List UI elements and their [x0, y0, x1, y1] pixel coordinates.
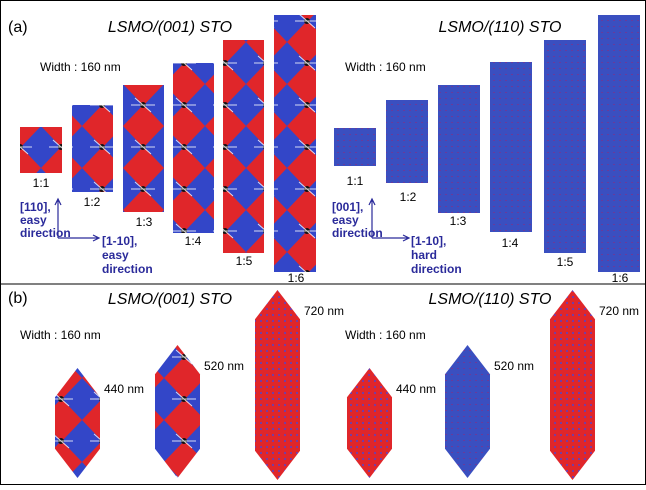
ratio-label: 1:2	[84, 195, 101, 209]
axis-label: [1-10],	[102, 234, 137, 248]
element	[274, 15, 316, 272]
axis-label: [001],	[332, 200, 363, 214]
ratio-label: 1:1	[347, 174, 364, 188]
ratio-label: 1:5	[236, 254, 253, 268]
ratio-label: 1:1	[33, 176, 50, 190]
length-label: 440 nm	[104, 382, 144, 396]
element	[255, 290, 300, 480]
element	[490, 62, 532, 232]
ratio-label: 1:4	[185, 234, 202, 248]
panel-label: (b)	[8, 290, 28, 307]
element	[544, 40, 586, 253]
axis-label: easy	[332, 213, 359, 227]
group-title: LSMO/(110) STO	[429, 291, 552, 308]
element	[598, 15, 640, 272]
figure: (a) (b) LSMO/(001) STO Width : 160 nm 1:1 1:2…	[0, 0, 646, 485]
element	[438, 85, 480, 213]
axis-label: [1-10],	[411, 234, 446, 248]
length-label: 720 nm	[304, 304, 344, 318]
ratio-label: 1:4	[502, 236, 519, 250]
element	[155, 345, 200, 478]
panel-label: (a)	[8, 19, 28, 36]
axis-label: easy	[102, 248, 129, 262]
element	[123, 85, 164, 212]
axis-label: direction	[332, 226, 383, 240]
element	[347, 368, 392, 478]
width-label: Width : 160 nm	[345, 60, 426, 74]
length-label: 520 nm	[204, 359, 244, 373]
group-title: LSMO/(001) STO	[108, 19, 232, 36]
axis-label: hard	[411, 248, 437, 262]
width-label: Width : 160 nm	[40, 60, 121, 74]
axis-label: direction	[411, 262, 462, 276]
group-title: LSMO/(001) STO	[108, 291, 232, 308]
ratio-label: 1:6	[288, 271, 305, 285]
element	[223, 40, 264, 253]
element	[386, 100, 428, 183]
length-label: 520 nm	[494, 359, 534, 373]
width-label: Width : 160 nm	[20, 328, 101, 342]
ratio-label: 1:5	[557, 255, 574, 269]
element	[550, 290, 595, 480]
axis-label: easy	[20, 213, 47, 227]
element	[72, 105, 113, 192]
length-label: 440 nm	[396, 382, 436, 396]
axis-label: direction	[102, 262, 153, 276]
element	[334, 128, 376, 166]
element	[20, 127, 62, 173]
element	[55, 368, 100, 478]
axis-label: [110],	[20, 200, 51, 214]
axis-label: direction	[20, 226, 71, 240]
ratio-label: 1:3	[136, 215, 153, 229]
element	[445, 345, 490, 478]
ratio-label: 1:2	[400, 190, 417, 204]
group-title: LSMO/(110) STO	[439, 19, 562, 36]
ratio-label: 1:6	[612, 271, 629, 285]
element	[173, 63, 214, 233]
width-label: Width : 160 nm	[345, 328, 426, 342]
ratio-label: 1:3	[450, 214, 467, 228]
length-label: 720 nm	[599, 304, 639, 318]
